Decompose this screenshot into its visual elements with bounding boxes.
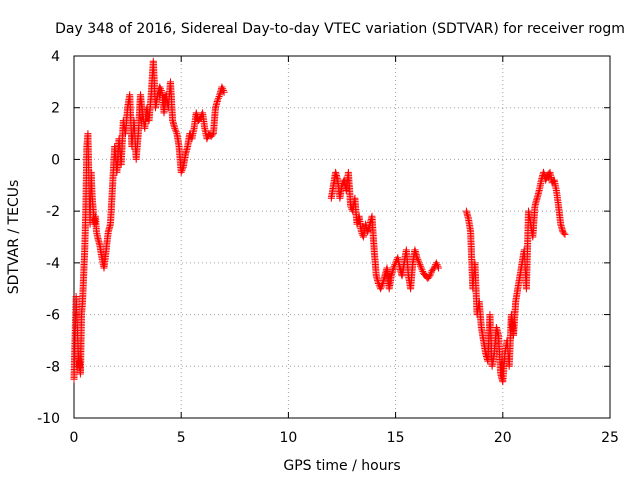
y-tick-label: -4 (46, 256, 60, 272)
x-axis-label: GPS time / hours (283, 458, 400, 474)
series-1 (70, 57, 228, 383)
x-tick-label: 15 (387, 430, 405, 446)
chart-title: Day 348 of 2016, Sidereal Day-to-day VTE… (55, 21, 625, 37)
series-2-markers (327, 168, 442, 293)
y-tick-label: 4 (51, 49, 60, 65)
x-tick-label: 5 (177, 430, 186, 446)
y-tick-label: -10 (37, 411, 60, 427)
x-tick-label: 25 (601, 430, 619, 446)
x-tick-label: 20 (494, 430, 512, 446)
y-tick-labels: -10 -8 -6 -4 -2 0 2 4 (37, 49, 60, 427)
series-1-markers (70, 57, 228, 383)
y-tick-label: -8 (46, 359, 60, 375)
data-series (70, 57, 569, 386)
y-axis-label: SDTVAR / TECUs (6, 180, 22, 295)
series-2 (327, 168, 442, 293)
x-tick-label: 10 (279, 430, 297, 446)
x-tick-label: 0 (70, 430, 79, 446)
y-tick-label: 0 (51, 152, 60, 168)
y-tick-label: -2 (46, 204, 60, 220)
series-3 (462, 168, 569, 386)
y-tick-label: 2 (51, 101, 60, 117)
x-tick-labels: 0 5 10 15 20 25 (70, 430, 619, 446)
y-tick-label: -6 (46, 308, 60, 324)
plot-frame (73, 55, 611, 419)
series-3-markers (462, 168, 569, 386)
grid-lines (74, 56, 610, 418)
